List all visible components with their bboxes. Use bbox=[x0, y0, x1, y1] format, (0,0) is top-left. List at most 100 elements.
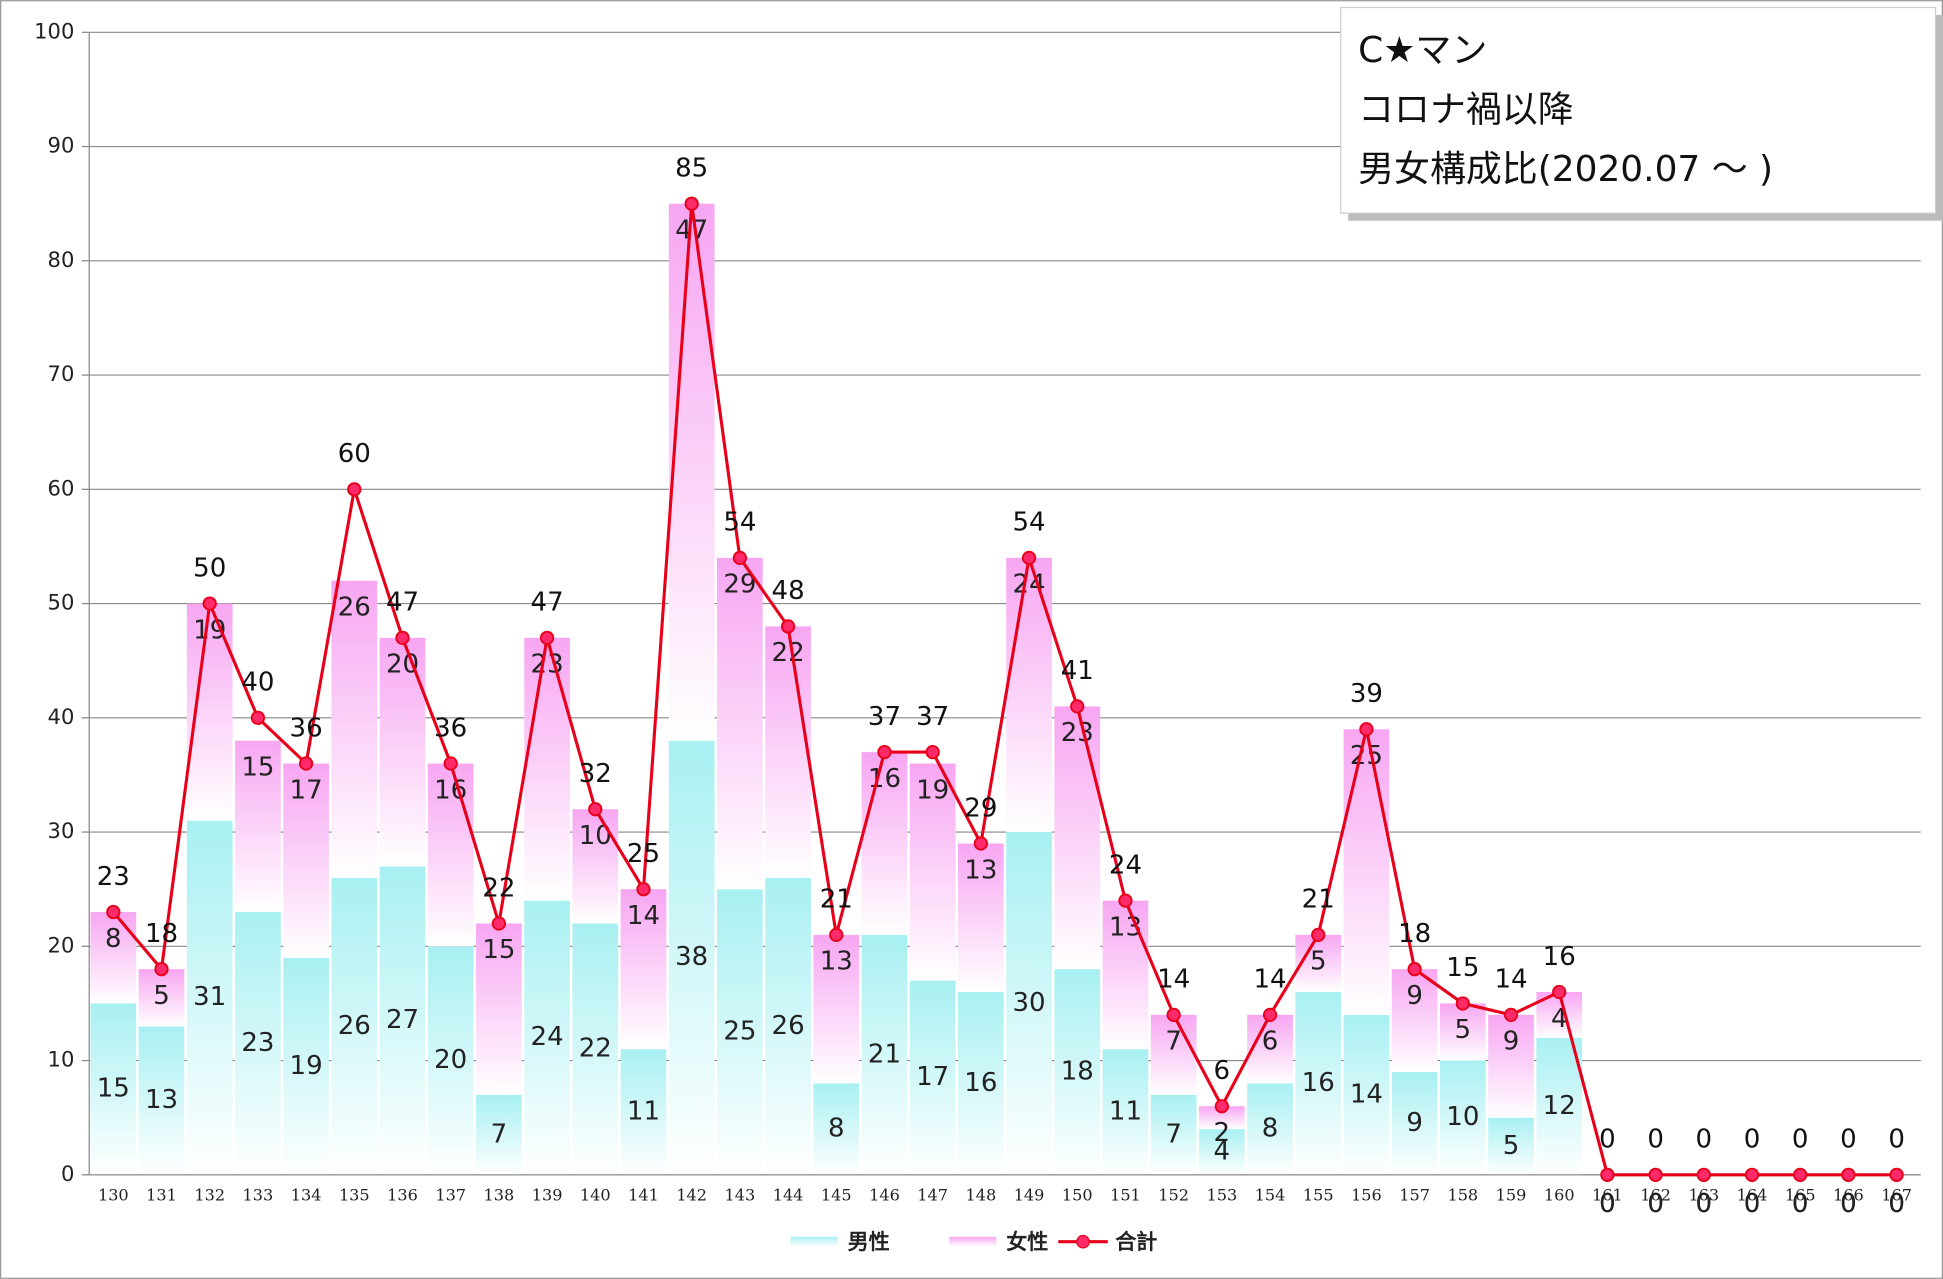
value-label-male: 0 bbox=[1696, 1189, 1713, 1219]
x-tick-label: 154 bbox=[1255, 1185, 1286, 1204]
bar-female bbox=[1439, 1003, 1486, 1061]
x-tick-label: 131 bbox=[146, 1185, 177, 1204]
bar-male bbox=[1536, 1037, 1583, 1175]
bar-female bbox=[813, 934, 860, 1084]
bar-female bbox=[717, 557, 763, 890]
bar-female bbox=[909, 763, 956, 981]
x-tick-label: 134 bbox=[291, 1185, 322, 1204]
bar-male bbox=[1343, 1014, 1390, 1175]
total-marker bbox=[298, 756, 314, 771]
x-tick-label: 141 bbox=[628, 1185, 659, 1204]
bar-female bbox=[1102, 900, 1149, 1050]
value-label-total: 29 bbox=[964, 793, 997, 823]
value-label-total: 18 bbox=[145, 919, 178, 949]
value-label-total: 32 bbox=[579, 759, 612, 789]
total-marker bbox=[106, 904, 121, 920]
bar-female bbox=[138, 969, 185, 1027]
bar-male bbox=[765, 877, 811, 1175]
legend-marker bbox=[1076, 1234, 1090, 1249]
y-tick-label: 100 bbox=[34, 18, 74, 43]
value-label-total: 23 bbox=[97, 862, 130, 892]
value-label-male: 10 bbox=[1446, 1102, 1479, 1132]
bar-male bbox=[1198, 1129, 1245, 1175]
value-label-total: 14 bbox=[1157, 965, 1190, 995]
bar-male bbox=[861, 934, 908, 1175]
value-label-total: 47 bbox=[531, 588, 564, 618]
total-marker bbox=[780, 619, 796, 634]
title-box bbox=[1340, 6, 1937, 214]
value-label-male: 0 bbox=[1599, 1189, 1616, 1219]
total-marker bbox=[1166, 1007, 1181, 1022]
value-label-total: 16 bbox=[1543, 942, 1576, 972]
value-label-total: 39 bbox=[1350, 679, 1383, 709]
value-label-total: 18 bbox=[1398, 919, 1431, 949]
total-marker bbox=[202, 596, 217, 611]
value-label-total: 50 bbox=[193, 553, 226, 583]
y-tick-label: 10 bbox=[48, 1047, 75, 1072]
value-label-male: 15 bbox=[97, 1074, 130, 1104]
value-label-male: 27 bbox=[386, 1005, 419, 1035]
value-label-female: 16 bbox=[868, 764, 901, 794]
y-tick-label: 80 bbox=[48, 247, 75, 272]
value-label-male: 11 bbox=[1109, 1096, 1142, 1126]
value-label-total: 36 bbox=[290, 713, 323, 743]
value-label-total: 21 bbox=[820, 885, 853, 915]
y-tick-label: 50 bbox=[48, 590, 75, 615]
y-tick-label: 30 bbox=[48, 818, 75, 843]
bar-female bbox=[476, 923, 522, 1095]
x-tick-label: 151 bbox=[1110, 1185, 1141, 1204]
total-marker bbox=[250, 710, 266, 725]
total-marker bbox=[1600, 1167, 1615, 1182]
value-label-male: 26 bbox=[772, 1011, 805, 1041]
total-marker bbox=[1021, 550, 1037, 565]
bar-female bbox=[283, 763, 329, 958]
total-marker bbox=[1214, 1099, 1229, 1114]
total-marker bbox=[1696, 1167, 1711, 1182]
total-marker bbox=[1648, 1167, 1663, 1182]
value-label-female: 0 bbox=[1696, 1189, 1713, 1219]
value-label-male: 7 bbox=[1165, 1119, 1182, 1149]
x-tick-label: 138 bbox=[484, 1185, 515, 1204]
bar-female bbox=[765, 626, 811, 878]
bar-female bbox=[1150, 1014, 1197, 1095]
bar-male bbox=[668, 740, 715, 1175]
bar-female bbox=[524, 637, 570, 901]
value-label-male: 0 bbox=[1792, 1189, 1809, 1219]
value-label-total: 14 bbox=[1253, 965, 1286, 995]
value-label-male: 16 bbox=[964, 1068, 997, 1098]
value-label-female: 9 bbox=[1406, 981, 1423, 1011]
total-marker bbox=[1503, 1007, 1519, 1022]
bar-male bbox=[235, 912, 281, 1175]
value-label-female: 5 bbox=[1310, 947, 1327, 977]
bar-female bbox=[1343, 729, 1390, 1015]
bar-male bbox=[572, 923, 619, 1175]
value-label-total: 6 bbox=[1214, 1056, 1231, 1086]
x-tick-label: 137 bbox=[435, 1185, 466, 1204]
bar-male bbox=[1391, 1071, 1438, 1175]
total-marker bbox=[1359, 722, 1374, 737]
total-marker bbox=[347, 482, 362, 497]
bar-male bbox=[1439, 1060, 1486, 1175]
value-label-total: 47 bbox=[386, 588, 419, 618]
total-marker bbox=[636, 882, 651, 897]
x-tick-label: 153 bbox=[1206, 1185, 1237, 1204]
legend-swatch bbox=[790, 1236, 838, 1247]
total-marker bbox=[395, 630, 410, 645]
x-tick-label: 145 bbox=[821, 1185, 852, 1204]
bar-male bbox=[620, 1049, 667, 1175]
x-tick-label: 143 bbox=[725, 1185, 756, 1204]
total-marker bbox=[539, 630, 555, 645]
y-tick-label: 20 bbox=[48, 932, 75, 957]
x-tick-label: 155 bbox=[1303, 1185, 1334, 1204]
value-label-total: 0 bbox=[1840, 1125, 1857, 1155]
value-label-female: 26 bbox=[338, 592, 371, 622]
total-marker bbox=[443, 756, 458, 771]
bar-male bbox=[909, 980, 956, 1175]
x-tick-label: 140 bbox=[580, 1185, 611, 1204]
total-marker bbox=[1455, 996, 1470, 1011]
value-label-male: 8 bbox=[828, 1114, 845, 1144]
value-label-male: 13 bbox=[145, 1085, 178, 1115]
bar-female bbox=[427, 763, 474, 947]
bar-male bbox=[379, 866, 426, 1175]
bar-male bbox=[1102, 1049, 1149, 1175]
